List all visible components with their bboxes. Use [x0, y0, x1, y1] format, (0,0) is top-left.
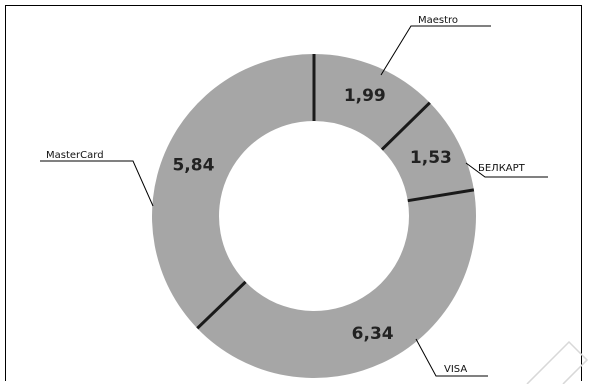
leader-line	[465, 162, 548, 178]
donut-slice-visa	[197, 189, 477, 379]
slice-separator	[196, 280, 247, 330]
slice-category-label: БЕЛКАРТ	[478, 163, 526, 174]
slice-category-label: VISA	[444, 364, 467, 375]
slice-separator	[407, 188, 475, 203]
slice-value-label: 1,53	[410, 148, 452, 168]
corner-watermark-mark	[526, 340, 589, 384]
leader-line	[380, 25, 491, 76]
value-labels-layer: 1,99 1,53 6,34 5,84	[172, 86, 451, 344]
chart-frame	[5, 5, 582, 381]
slice-category-label: Maestro	[418, 15, 458, 26]
slice-value-label: 6,34	[352, 324, 394, 344]
donut-slice-mastercard	[152, 54, 314, 329]
donut-slice-maestro	[314, 54, 430, 150]
slice-separator	[380, 101, 431, 151]
slice-value-label: 5,84	[172, 156, 214, 176]
slice-category-label: MasterCard	[46, 150, 104, 161]
slice-value-label: 1,99	[344, 86, 386, 106]
leader-line	[40, 160, 154, 207]
leader-line	[415, 338, 488, 377]
callouts-layer: Maestro БЕЛКАРТ VISA MasterCard	[40, 15, 548, 377]
separators-layer	[196, 54, 475, 330]
